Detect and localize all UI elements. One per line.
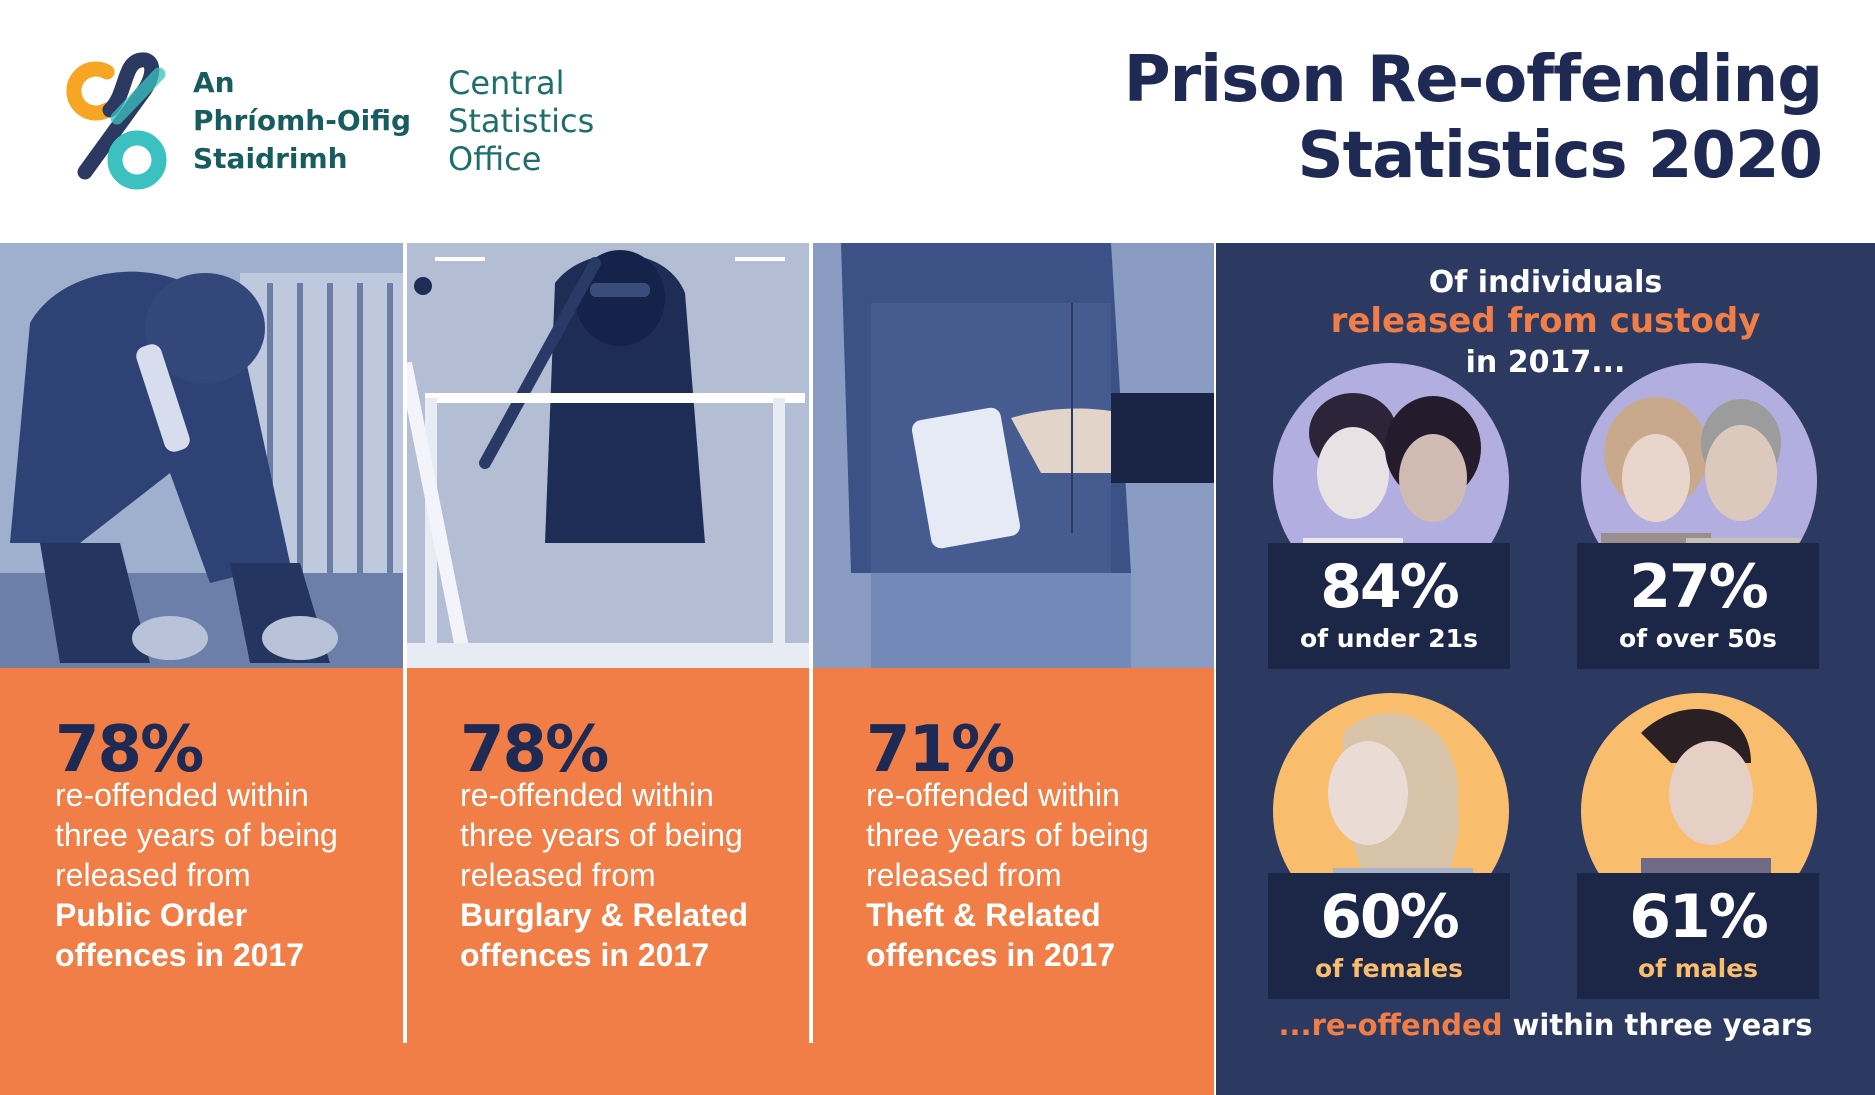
panel-divider [809,243,813,1043]
offence-description: re-offended within three years of being … [866,777,1149,973]
photo-pickpocket [811,243,1216,668]
stat-over-50s: 27% of over 50s [1577,543,1819,669]
logo-text-irish: An Phríomh-Oifig Staidrimh [193,66,412,175]
custody-heading-line2: released from custody [1330,301,1761,341]
stat-females: 60% of females [1268,873,1510,999]
custody-heading-line3: in 2017... [1465,345,1626,380]
offence-percent: 71% [866,713,1015,787]
photo-burglar-at-window [405,243,811,668]
logo-text-english: Central Statistics Office [448,64,595,178]
header: An Phríomh-Oifig Staidrimh Central Stati… [0,0,1875,243]
custody-footer: ...re-offended within three years [1278,1008,1813,1042]
photo-youth-with-bottle [0,243,405,668]
cso-logo-icon [55,52,170,192]
offence-panel-burglary: 78% re-offended within three years of be… [405,243,811,1095]
custody-heading-line1: Of individuals [1428,265,1663,300]
page-title: Prison Re-offending Statistics 2020 [1123,43,1823,193]
offence-description: re-offended within three years of being … [460,777,749,973]
offence-panel-theft: 71% re-offended within three years of be… [811,243,1216,1095]
offence-description: re-offended within three years of being … [55,777,338,973]
stat-males: 61% of males [1577,873,1819,999]
offence-percent: 78% [55,713,204,787]
offence-percent: 78% [460,713,609,787]
custody-panel: Of individuals released from custody in … [1216,243,1875,1095]
panel-divider [403,243,407,1043]
stat-under-21s: 84% of under 21s [1268,543,1510,669]
offence-panel-public-order: 78% re-offended within three years of be… [0,243,405,1095]
